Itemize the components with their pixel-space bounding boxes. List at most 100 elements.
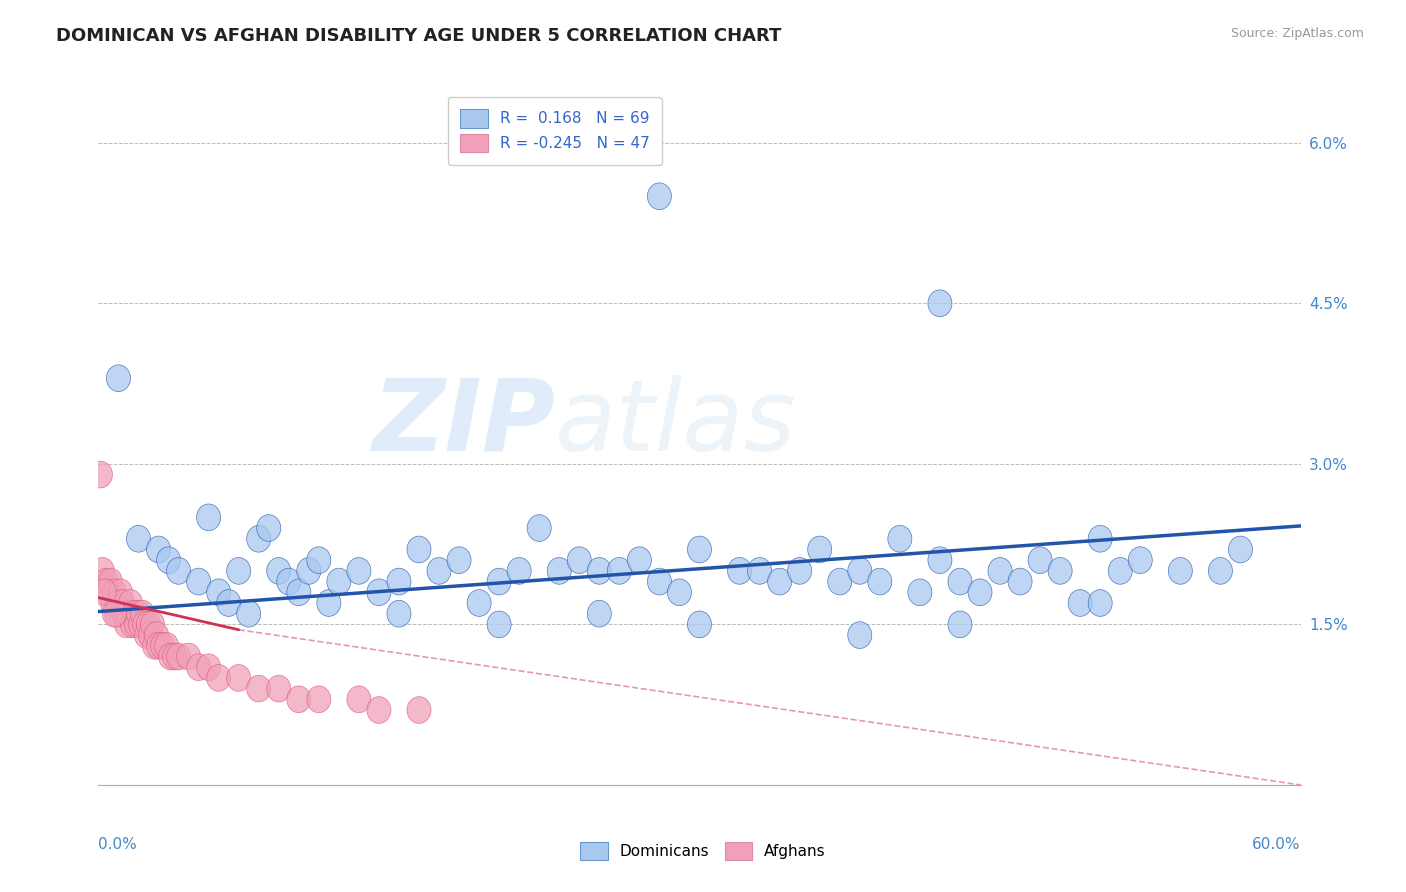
Ellipse shape [187,568,211,595]
Ellipse shape [848,622,872,648]
Ellipse shape [1208,558,1233,584]
Ellipse shape [688,536,711,563]
Ellipse shape [135,622,159,648]
Ellipse shape [768,568,792,595]
Ellipse shape [508,558,531,584]
Ellipse shape [118,590,142,616]
Ellipse shape [287,686,311,713]
Ellipse shape [647,183,672,210]
Ellipse shape [547,558,571,584]
Ellipse shape [406,697,432,723]
Ellipse shape [142,632,166,659]
Ellipse shape [125,611,149,638]
Ellipse shape [166,558,191,584]
Ellipse shape [145,622,169,648]
Ellipse shape [807,536,832,563]
Ellipse shape [150,632,174,659]
Ellipse shape [326,568,352,595]
Ellipse shape [267,675,291,702]
Ellipse shape [128,611,152,638]
Ellipse shape [117,600,141,627]
Ellipse shape [688,611,711,638]
Ellipse shape [647,568,672,595]
Ellipse shape [467,590,491,616]
Ellipse shape [97,579,121,606]
Ellipse shape [427,558,451,584]
Ellipse shape [307,686,330,713]
Ellipse shape [159,643,183,670]
Ellipse shape [316,590,340,616]
Ellipse shape [967,579,993,606]
Text: atlas: atlas [555,375,797,472]
Ellipse shape [104,600,128,627]
Ellipse shape [146,536,170,563]
Ellipse shape [297,558,321,584]
Text: ZIP: ZIP [373,375,555,472]
Ellipse shape [177,643,201,670]
Ellipse shape [1168,558,1192,584]
Ellipse shape [122,600,146,627]
Ellipse shape [1069,590,1092,616]
Ellipse shape [112,600,136,627]
Ellipse shape [207,579,231,606]
Text: Source: ZipAtlas.com: Source: ZipAtlas.com [1230,27,1364,40]
Ellipse shape [828,568,852,595]
Ellipse shape [527,515,551,541]
Ellipse shape [1028,547,1052,574]
Ellipse shape [748,558,772,584]
Ellipse shape [447,547,471,574]
Ellipse shape [277,568,301,595]
Ellipse shape [367,697,391,723]
Ellipse shape [103,600,127,627]
Ellipse shape [163,643,187,670]
Ellipse shape [848,558,872,584]
Ellipse shape [132,611,156,638]
Ellipse shape [131,600,155,627]
Ellipse shape [887,525,912,552]
Ellipse shape [948,568,972,595]
Ellipse shape [406,536,432,563]
Ellipse shape [287,579,311,606]
Ellipse shape [387,600,411,627]
Ellipse shape [98,568,122,595]
Ellipse shape [103,579,127,606]
Ellipse shape [1128,547,1153,574]
Ellipse shape [121,611,145,638]
Ellipse shape [486,568,512,595]
Ellipse shape [267,558,291,584]
Ellipse shape [1108,558,1132,584]
Ellipse shape [307,547,330,574]
Ellipse shape [111,590,135,616]
Ellipse shape [1088,525,1112,552]
Ellipse shape [868,568,891,595]
Ellipse shape [246,525,271,552]
Ellipse shape [226,558,250,584]
Ellipse shape [207,665,231,691]
Ellipse shape [908,579,932,606]
Ellipse shape [107,590,131,616]
Ellipse shape [588,558,612,584]
Ellipse shape [727,558,752,584]
Ellipse shape [136,611,160,638]
Ellipse shape [588,600,612,627]
Text: DOMINICAN VS AFGHAN DISABILITY AGE UNDER 5 CORRELATION CHART: DOMINICAN VS AFGHAN DISABILITY AGE UNDER… [56,27,782,45]
Text: 0.0%: 0.0% [98,837,138,852]
Ellipse shape [988,558,1012,584]
Ellipse shape [94,568,118,595]
Ellipse shape [90,558,114,584]
Ellipse shape [127,600,150,627]
Ellipse shape [187,654,211,681]
Ellipse shape [1229,536,1253,563]
Legend: Dominicans, Afghans: Dominicans, Afghans [574,836,832,866]
Ellipse shape [166,643,191,670]
Ellipse shape [607,558,631,584]
Ellipse shape [155,632,179,659]
Ellipse shape [567,547,592,574]
Ellipse shape [948,611,972,638]
Ellipse shape [197,654,221,681]
Ellipse shape [347,686,371,713]
Ellipse shape [257,515,281,541]
Ellipse shape [156,547,180,574]
Legend: R =  0.168   N = 69, R = -0.245   N = 47: R = 0.168 N = 69, R = -0.245 N = 47 [449,97,662,165]
Ellipse shape [486,611,512,638]
